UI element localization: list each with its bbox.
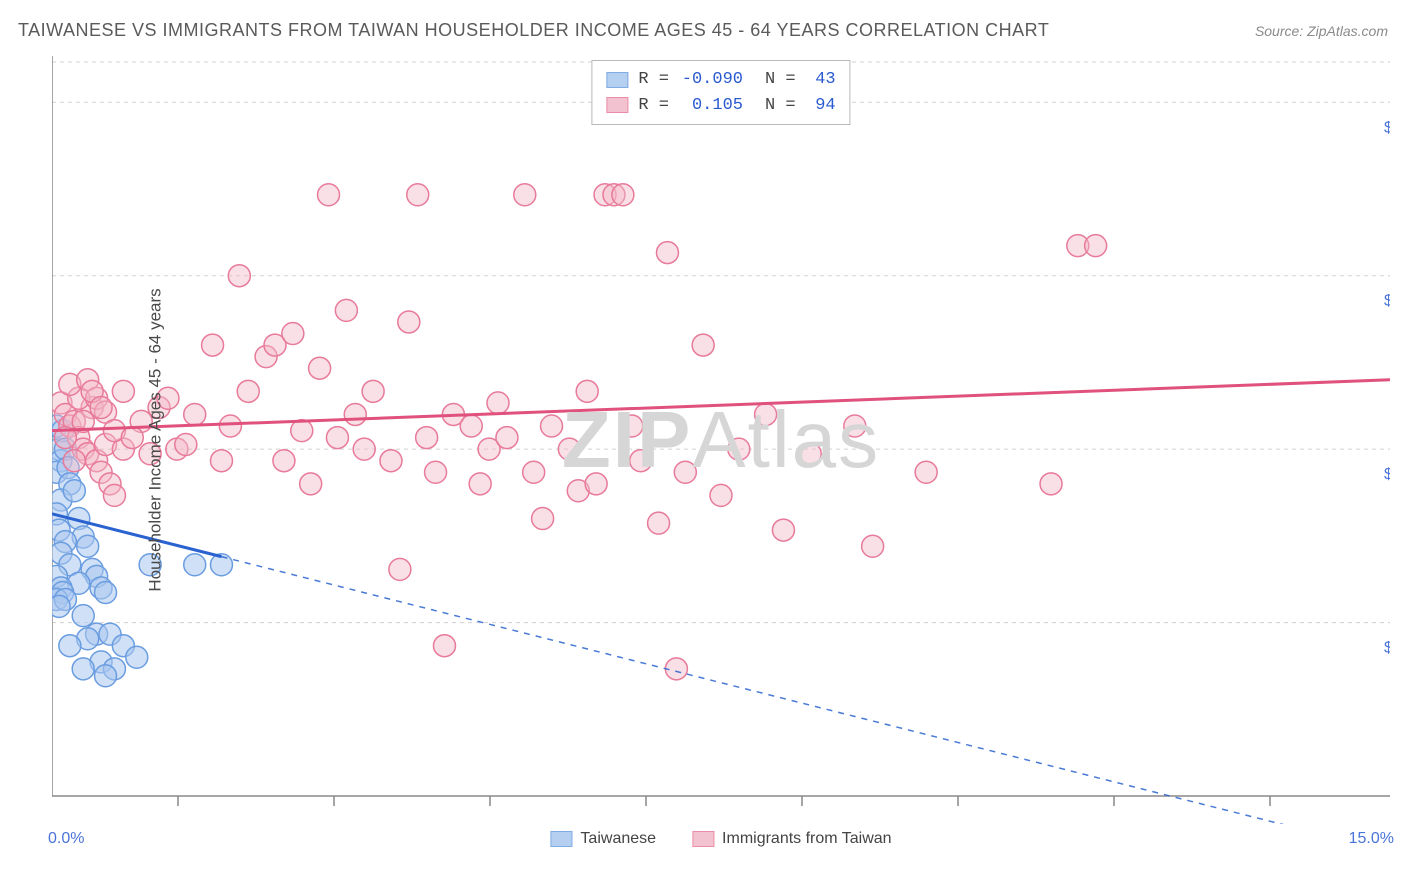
swatch-icon bbox=[606, 72, 628, 88]
swatch-icon bbox=[692, 831, 714, 847]
stats-row: R =0.105N =94 bbox=[606, 93, 835, 119]
legend-label: Taiwanese bbox=[580, 830, 656, 848]
chart-title: TAIWANESE VS IMMIGRANTS FROM TAIWAN HOUS… bbox=[18, 20, 1049, 41]
y-axis-label: Householder Income Ages 45 - 64 years bbox=[146, 288, 166, 591]
swatch-icon bbox=[550, 831, 572, 847]
legend-item: Taiwanese bbox=[550, 830, 656, 848]
x-max-label: 15.0% bbox=[1349, 830, 1394, 848]
stats-legend: R =-0.090N =43R =0.105N =94 bbox=[591, 60, 850, 125]
svg-text:$150,000: $150,000 bbox=[1384, 466, 1390, 483]
series-legend: Taiwanese Immigrants from Taiwan bbox=[540, 828, 901, 850]
plot-area: Householder Income Ages 45 - 64 years ZI… bbox=[52, 56, 1390, 824]
legend-item: Immigrants from Taiwan bbox=[692, 830, 892, 848]
svg-text:$225,000: $225,000 bbox=[1384, 293, 1390, 310]
scatter-plot: $75,000 $150,000 $225,000 $300,000 bbox=[52, 56, 1390, 824]
source-label: Source: ZipAtlas.com bbox=[1255, 23, 1388, 39]
legend-label: Immigrants from Taiwan bbox=[722, 830, 892, 848]
svg-text:$300,000: $300,000 bbox=[1384, 119, 1390, 136]
svg-text:$75,000: $75,000 bbox=[1384, 640, 1390, 657]
swatch-icon bbox=[606, 97, 628, 113]
x-min-label: 0.0% bbox=[48, 830, 84, 848]
stats-row: R =-0.090N =43 bbox=[606, 67, 835, 93]
